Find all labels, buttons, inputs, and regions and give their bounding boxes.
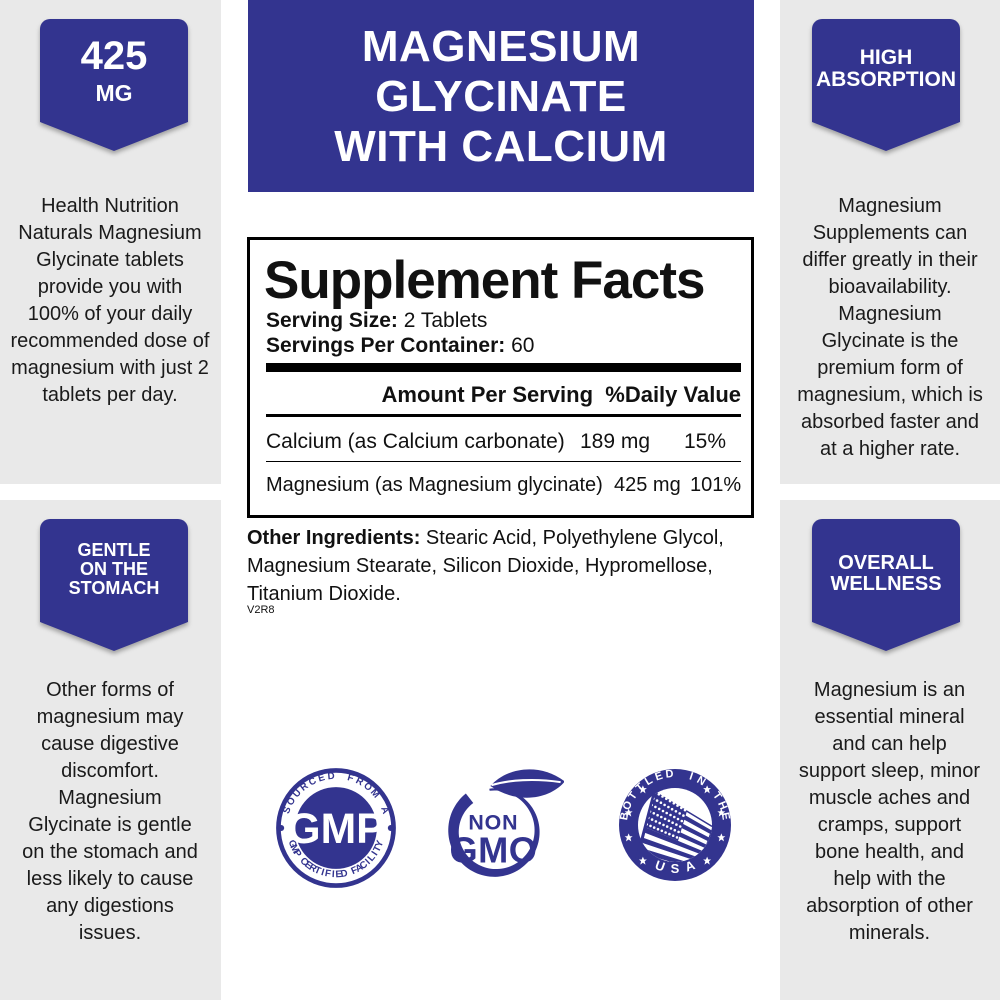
- svg-text:E: E: [317, 772, 327, 785]
- svg-text:D: D: [665, 768, 674, 781]
- svg-text:F: F: [324, 868, 332, 880]
- svg-text:GMO: GMO: [449, 830, 537, 871]
- svg-text:D: D: [327, 771, 335, 783]
- svg-text:S: S: [671, 861, 680, 876]
- svg-text:GMP: GMP: [287, 805, 384, 853]
- svg-text:C: C: [307, 775, 318, 788]
- svg-text:F: F: [346, 772, 355, 784]
